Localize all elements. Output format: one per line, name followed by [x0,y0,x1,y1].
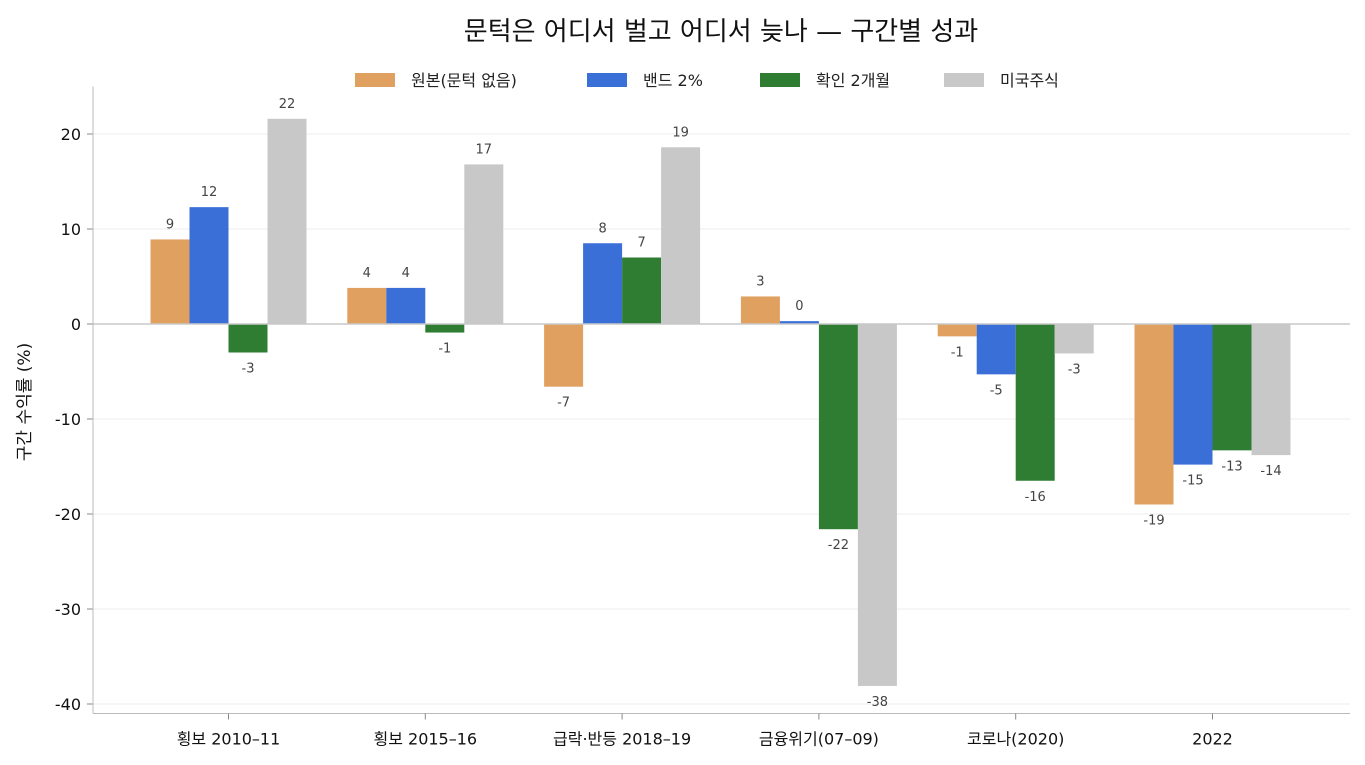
bar [740,296,780,324]
data-label: -16 [1025,490,1046,505]
data-label: -3 [1068,362,1081,377]
legend-swatch [760,73,800,87]
x-tick-label: 금융위기(07–09) [759,730,879,749]
legend-label: 미국주식 [1000,71,1059,90]
legend-label: 확인 2개월 [816,71,890,90]
x-tick-label: 횡보 2010–11 [177,730,281,749]
data-label: -14 [1260,464,1281,479]
data-label: -19 [1143,514,1164,529]
data-label: 9 [166,217,174,232]
legend-label: 밴드 2% [643,71,703,90]
data-label: 3 [756,274,764,289]
data-label: -3 [242,362,255,377]
data-label: -1 [438,342,451,357]
x-tick-label: 코로나(2020) [967,730,1064,749]
data-label: -13 [1221,459,1242,474]
y-tick-label: 10 [61,220,81,239]
x-tick-label: 2022 [1192,730,1233,749]
data-label: 7 [637,236,645,251]
bar [267,118,307,324]
data-label: -5 [990,383,1003,398]
bar [622,257,662,324]
legend-swatch [355,73,395,87]
bar [544,324,584,387]
legend: 원본(문턱 없음) 밴드 2% 확인 2개월 미국주식 [355,71,1059,90]
data-label: 22 [279,97,296,112]
data-label: 19 [672,125,689,140]
bar [1212,324,1252,451]
bar [1134,324,1174,505]
bar [228,324,268,353]
y-tick-label: -10 [55,410,81,429]
bar [779,321,819,324]
bar [150,239,190,324]
bar [937,324,977,337]
bar [1015,324,1055,481]
data-label: 4 [363,266,371,281]
y-tick-label: -30 [55,600,81,619]
data-label: -15 [1182,474,1203,489]
bar [976,324,1016,375]
bar [386,287,426,324]
y-tick-label: 20 [61,125,81,144]
bar [347,287,387,324]
x-tick-label: 급락·반등 2018–19 [553,730,691,749]
y-tick-label: 0 [71,315,81,334]
data-labels: 9 12 -3 22 4 4 -1 17 -7 8 7 19 3 0 -22 -38 -1 -5 -16 -3 -19 -… [166,97,1282,710]
data-label: 4 [402,266,410,281]
bar [189,207,229,324]
data-label: -22 [828,538,849,553]
data-label: 0 [795,299,803,314]
data-label: -38 [867,695,888,710]
bar [425,324,465,333]
x-tick-label: 횡보 2015–16 [373,730,477,749]
bar [464,164,504,324]
legend-swatch [944,73,984,87]
bar [1054,324,1094,354]
data-label: -1 [951,345,964,360]
y-axis-label: 구간 수익률 (%) [15,343,35,461]
data-label: -7 [557,396,570,411]
data-label: 17 [476,142,493,157]
data-label: 8 [598,221,606,236]
bar [1251,324,1291,456]
data-label: 12 [201,185,218,200]
bars [150,118,1291,686]
chart-title: 문턱은 어디서 벌고 어디서 늦나 — 구간별 성과 [464,17,978,47]
bar [583,243,623,324]
bar [661,147,701,324]
bar [857,324,897,686]
bar [818,324,858,530]
bar [1173,324,1213,465]
legend-swatch [587,73,627,87]
y-tick-label: -40 [55,695,81,714]
legend-label: 원본(문턱 없음) [411,71,517,90]
y-tick-label: -20 [55,505,81,524]
